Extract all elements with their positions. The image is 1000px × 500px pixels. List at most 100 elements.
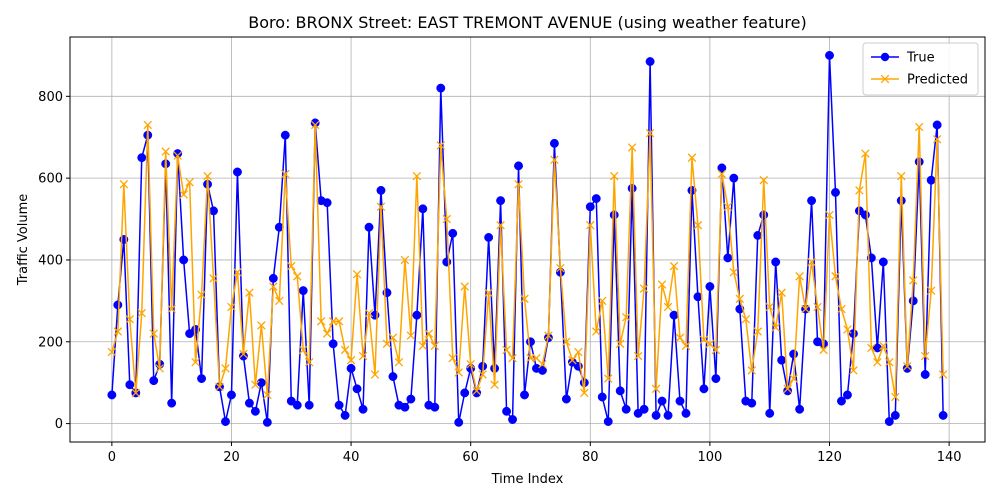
predicted-point bbox=[843, 325, 852, 334]
predicted-point bbox=[239, 349, 248, 359]
true-point bbox=[878, 257, 888, 267]
true-point bbox=[663, 410, 673, 420]
predicted-point bbox=[167, 304, 176, 314]
predicted-point bbox=[789, 374, 798, 383]
predicted-point bbox=[723, 202, 733, 212]
predicted-point bbox=[819, 345, 828, 355]
predicted-point bbox=[681, 341, 691, 351]
true-point bbox=[705, 282, 715, 291]
true-point bbox=[681, 408, 691, 418]
chart-title: Boro: BRONX Street: EAST TREMONT AVENUE … bbox=[248, 13, 806, 32]
true-point bbox=[538, 365, 547, 375]
predicted-point bbox=[119, 180, 129, 189]
y-tick-label: 800 bbox=[38, 90, 63, 105]
grid bbox=[70, 37, 985, 442]
true-point bbox=[711, 374, 721, 384]
predicted-point bbox=[412, 171, 422, 181]
predicted-point bbox=[430, 341, 440, 351]
predicted-point bbox=[645, 128, 655, 138]
true-point bbox=[675, 396, 685, 406]
true-point bbox=[789, 349, 799, 359]
predicted-point bbox=[717, 169, 727, 179]
predicted-point bbox=[364, 308, 374, 318]
predicted-point bbox=[257, 321, 266, 330]
predicted-point bbox=[233, 267, 242, 277]
predicted-point bbox=[609, 171, 619, 181]
predicted-point bbox=[173, 151, 182, 160]
predicted-point bbox=[490, 380, 499, 389]
predicted-point bbox=[759, 175, 768, 185]
x-tick-label: 40 bbox=[343, 450, 360, 465]
true-point bbox=[484, 233, 494, 242]
legend: True Predicted bbox=[862, 42, 979, 96]
true-point bbox=[412, 310, 422, 320]
predicted-point bbox=[831, 272, 840, 281]
true-point bbox=[406, 394, 416, 404]
plot-frame bbox=[69, 36, 986, 443]
true-point bbox=[597, 392, 607, 402]
true-point bbox=[657, 396, 667, 406]
predicted-point bbox=[562, 337, 571, 347]
predicted-point bbox=[920, 351, 930, 361]
true-point bbox=[358, 404, 368, 414]
predicted-point bbox=[771, 323, 780, 332]
true-point bbox=[137, 153, 147, 163]
predicted-point bbox=[825, 210, 834, 220]
predicted-point bbox=[586, 220, 595, 230]
predicted-point bbox=[388, 333, 398, 342]
predicted-point bbox=[137, 308, 147, 318]
x-tick-label: 140 bbox=[937, 450, 962, 465]
true-point bbox=[179, 255, 189, 265]
predicted-point bbox=[424, 329, 434, 338]
predicted-point bbox=[902, 362, 912, 371]
true-point bbox=[759, 210, 769, 220]
true-point bbox=[388, 372, 398, 381]
true-point bbox=[256, 378, 266, 388]
true-point bbox=[795, 404, 805, 414]
true-point bbox=[603, 417, 613, 426]
predicted-point bbox=[753, 327, 763, 336]
y-axis-label: Traffic Volume bbox=[16, 194, 31, 287]
true-point bbox=[209, 206, 218, 216]
predicted-point bbox=[269, 282, 278, 291]
predicted-point bbox=[879, 341, 888, 351]
true-point bbox=[514, 161, 523, 171]
predicted-point bbox=[837, 304, 846, 314]
true-point bbox=[430, 402, 440, 412]
y-tick-label: 600 bbox=[38, 172, 63, 187]
true-point bbox=[549, 138, 559, 148]
x-axis-label: Time Index bbox=[491, 472, 564, 487]
predicted-point bbox=[346, 355, 356, 365]
predicted-line bbox=[111, 124, 944, 398]
predicted-point bbox=[203, 171, 212, 181]
predicted-point bbox=[358, 351, 368, 361]
predicted-point bbox=[215, 382, 224, 392]
true-point bbox=[298, 286, 308, 296]
predicted-point bbox=[926, 286, 936, 295]
true-point bbox=[651, 410, 661, 420]
predicted-point bbox=[621, 312, 631, 322]
true-point bbox=[346, 363, 356, 373]
true-point bbox=[848, 329, 858, 339]
predicted-point bbox=[376, 202, 386, 212]
true-point bbox=[448, 228, 458, 238]
predicted-point bbox=[448, 353, 458, 363]
true-point bbox=[621, 404, 631, 414]
true-point bbox=[938, 410, 948, 420]
x-tick-label: 60 bbox=[462, 450, 479, 465]
x-tick-label: 80 bbox=[582, 450, 599, 465]
legend-item-true: True bbox=[871, 51, 935, 66]
predicted-point bbox=[161, 147, 170, 156]
predicted-point bbox=[657, 280, 667, 289]
predicted-point bbox=[580, 388, 589, 398]
predicted-point bbox=[179, 190, 188, 199]
predicted-point bbox=[520, 294, 529, 304]
predicted-point bbox=[675, 333, 685, 342]
true-point bbox=[723, 253, 733, 263]
true-point bbox=[304, 400, 314, 410]
predicted-point bbox=[861, 149, 870, 158]
y-tick-label: 400 bbox=[38, 253, 63, 268]
predicted-point bbox=[107, 347, 117, 357]
series-layer bbox=[107, 50, 948, 427]
predicted-point bbox=[735, 294, 745, 304]
